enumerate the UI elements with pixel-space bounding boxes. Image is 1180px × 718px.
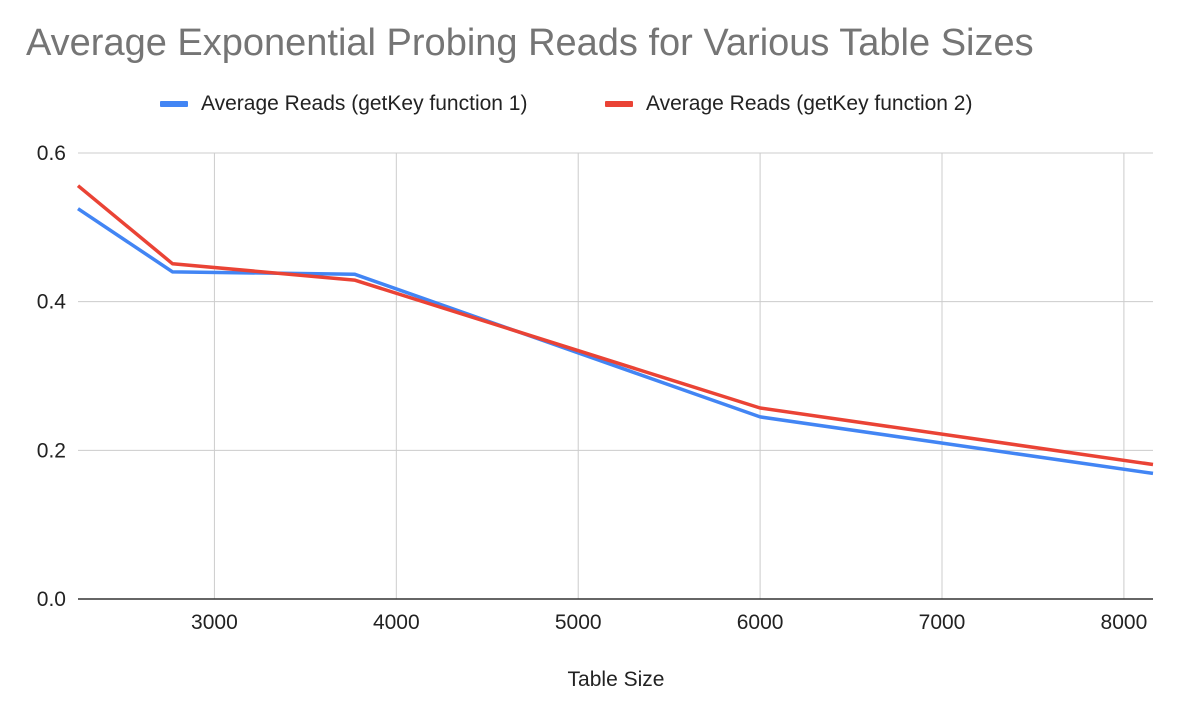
- x-tick-label: 6000: [737, 611, 784, 634]
- legend-label-series-2: Average Reads (getKey function 2): [646, 92, 973, 115]
- x-tick-label: 3000: [191, 611, 238, 634]
- x-tick-label: 7000: [919, 611, 966, 634]
- legend-swatch-series-2: [605, 101, 633, 107]
- y-tick-label: 0.0: [37, 588, 66, 611]
- series-line-2: [76, 184, 1154, 467]
- x-axis-title: Table Size: [567, 668, 665, 691]
- y-tick-label: 0.6: [37, 142, 66, 165]
- legend-swatch-series-1: [160, 101, 188, 107]
- x-tick-label: 5000: [555, 611, 602, 634]
- legend-item-series-1[interactable]: Average Reads (getKey function 1): [160, 88, 527, 120]
- chart-title: Average Exponential Probing Reads for Va…: [26, 22, 1034, 64]
- y-tick-label: 0.2: [37, 439, 66, 462]
- legend-item-series-2[interactable]: Average Reads (getKey function 2): [605, 88, 972, 120]
- x-tick-label: 8000: [1101, 611, 1148, 634]
- x-tick-label: 4000: [373, 611, 420, 634]
- legend-label-series-1: Average Reads (getKey function 1): [201, 92, 528, 115]
- series-line-1: [77, 207, 1154, 476]
- y-tick-label: 0.4: [37, 291, 67, 314]
- legend: Average Reads (getKey function 1) Averag…: [0, 88, 1180, 120]
